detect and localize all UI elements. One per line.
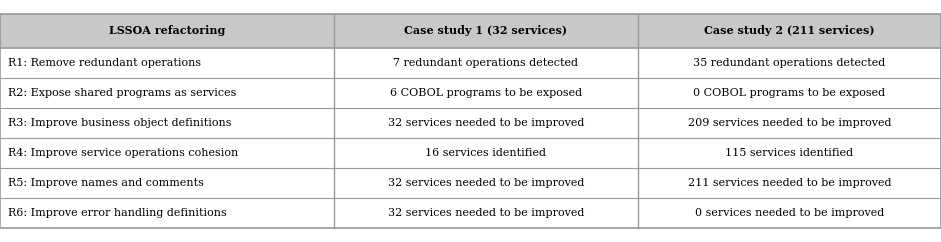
Bar — [334, 168, 638, 198]
Bar — [638, 14, 941, 48]
Bar — [638, 108, 941, 138]
Bar — [638, 138, 941, 168]
Bar — [0, 138, 334, 168]
Text: R5: Improve names and comments: R5: Improve names and comments — [8, 178, 204, 188]
Bar — [334, 198, 638, 228]
Bar — [0, 78, 334, 108]
Bar — [334, 14, 638, 48]
Text: 211 services needed to be improved: 211 services needed to be improved — [688, 178, 891, 188]
Text: R1: Remove redundant operations: R1: Remove redundant operations — [8, 58, 201, 68]
Bar — [334, 138, 638, 168]
Text: R2: Expose shared programs as services: R2: Expose shared programs as services — [8, 88, 236, 98]
Text: 32 services needed to be improved: 32 services needed to be improved — [388, 208, 584, 218]
Text: LSSOA refactoring: LSSOA refactoring — [109, 25, 225, 37]
Bar — [638, 168, 941, 198]
Text: R6: Improve error handling definitions: R6: Improve error handling definitions — [8, 208, 227, 218]
Bar — [0, 198, 334, 228]
Bar — [0, 108, 334, 138]
Text: 7 redundant operations detected: 7 redundant operations detected — [393, 58, 579, 68]
Bar — [0, 14, 334, 48]
Text: 6 COBOL programs to be exposed: 6 COBOL programs to be exposed — [390, 88, 582, 98]
Text: R4: Improve service operations cohesion: R4: Improve service operations cohesion — [8, 148, 238, 158]
Bar — [334, 108, 638, 138]
Text: R3: Improve business object definitions: R3: Improve business object definitions — [8, 118, 231, 128]
Bar — [0, 48, 334, 78]
Bar — [334, 48, 638, 78]
Text: Case study 1 (32 services): Case study 1 (32 services) — [405, 25, 567, 37]
Bar — [0, 14, 941, 228]
Text: 32 services needed to be improved: 32 services needed to be improved — [388, 118, 584, 128]
Text: 35 redundant operations detected: 35 redundant operations detected — [694, 58, 885, 68]
Text: 209 services needed to be improved: 209 services needed to be improved — [688, 118, 891, 128]
Bar — [334, 78, 638, 108]
Text: 0 services needed to be improved: 0 services needed to be improved — [694, 208, 885, 218]
Text: Case study 2 (211 services): Case study 2 (211 services) — [704, 25, 875, 37]
Bar — [0, 168, 334, 198]
Text: 16 services identified: 16 services identified — [425, 148, 547, 158]
Text: 32 services needed to be improved: 32 services needed to be improved — [388, 178, 584, 188]
Text: 0 COBOL programs to be exposed: 0 COBOL programs to be exposed — [694, 88, 885, 98]
Bar — [638, 198, 941, 228]
Text: 115 services identified: 115 services identified — [726, 148, 853, 158]
Bar — [638, 48, 941, 78]
Bar — [638, 78, 941, 108]
